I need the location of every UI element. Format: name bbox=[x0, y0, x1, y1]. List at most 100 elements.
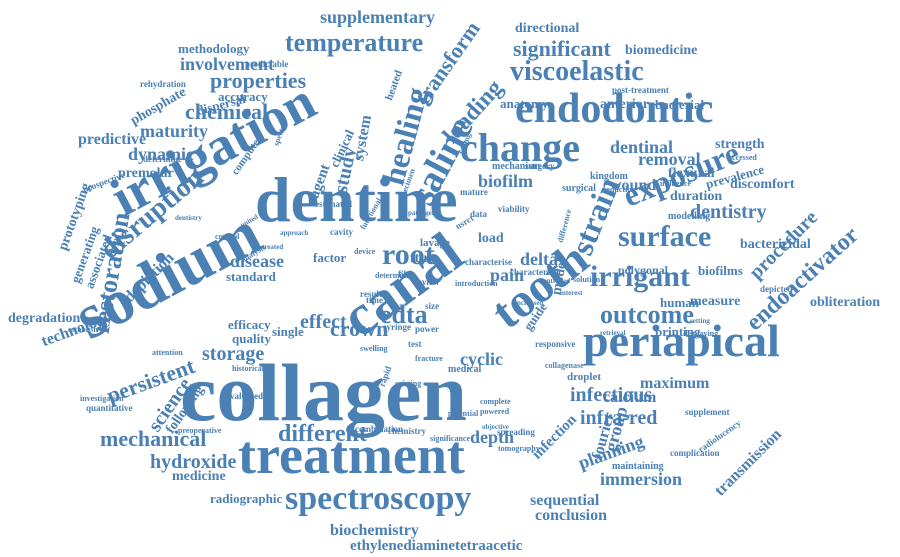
cloud-word: maturity bbox=[140, 121, 208, 141]
cloud-word: depth bbox=[470, 427, 515, 447]
cloud-word: estimated bbox=[315, 199, 352, 209]
cloud-word: maximum bbox=[640, 375, 710, 392]
cloud-word: endodontic bbox=[515, 86, 714, 132]
cloud-word: properties bbox=[210, 68, 307, 93]
cloud-word: anatomy bbox=[500, 96, 549, 111]
cloud-word: introduction bbox=[455, 279, 498, 288]
cloud-word: dynamic bbox=[128, 144, 195, 164]
cloud-word: maintaining bbox=[612, 461, 664, 472]
cloud-word: immersion bbox=[600, 469, 682, 489]
cloud-word: increased bbox=[515, 299, 544, 307]
cloud-word: duration bbox=[670, 189, 723, 204]
cloud-word: predictive bbox=[78, 131, 147, 148]
cloud-word: review bbox=[414, 277, 440, 287]
cloud-word: lavage bbox=[420, 237, 450, 249]
cloud-word: establish bbox=[68, 325, 98, 334]
cloud-word: medical bbox=[448, 364, 482, 375]
cloud-word: spreading bbox=[497, 427, 535, 437]
cloud-word: modelling bbox=[668, 211, 711, 222]
cloud-word: accessed bbox=[728, 153, 757, 162]
cloud-word: chemistry bbox=[388, 426, 426, 436]
cloud-word: size bbox=[425, 301, 439, 311]
cloud-word: existing bbox=[395, 379, 422, 388]
cloud-word: irrigant bbox=[590, 260, 690, 293]
cloud-word: chemical bbox=[185, 99, 269, 124]
cloud-word: directional bbox=[515, 21, 580, 36]
cloud-word: sequential bbox=[530, 492, 600, 509]
cloud-word: determined bbox=[375, 271, 415, 280]
cloud-word: preoperative bbox=[178, 426, 222, 435]
cloud-word: controlled bbox=[540, 277, 571, 285]
cloud-word: post-treatment bbox=[612, 85, 669, 95]
cloud-word: disease bbox=[230, 251, 284, 271]
cloud-word: approach bbox=[280, 229, 309, 237]
cloud-word: droplet bbox=[567, 371, 602, 383]
cloud-word: evaluated bbox=[226, 391, 263, 401]
cloud-word: polygonal bbox=[618, 263, 669, 277]
cloud-word: complete bbox=[480, 397, 511, 406]
cloud-word: medicine bbox=[172, 469, 226, 484]
cloud-word: treated bbox=[262, 243, 284, 251]
cloud-word: surgical bbox=[562, 183, 596, 194]
cloud-word: edta bbox=[380, 300, 428, 329]
cloud-word: test bbox=[408, 339, 422, 349]
cloud-word: powered bbox=[480, 407, 510, 416]
cloud-word: temperature bbox=[285, 28, 424, 57]
cloud-word: device bbox=[354, 247, 376, 256]
cloud-word: combination bbox=[355, 424, 404, 434]
cloud-word: attention bbox=[152, 348, 183, 357]
cloud-word: objective bbox=[482, 423, 509, 431]
cloud-word: efficacy bbox=[228, 317, 271, 332]
cloud-word: bactericidal bbox=[740, 237, 811, 252]
cloud-word: measure bbox=[690, 294, 741, 309]
cloud-word: anterior bbox=[600, 97, 649, 112]
cloud-word: significance bbox=[430, 434, 470, 443]
cloud-word: ethylenediaminetetraacetic bbox=[350, 538, 523, 554]
cloud-word: effect bbox=[300, 311, 347, 333]
cloud-word: cavity bbox=[330, 227, 353, 237]
cloud-word: flexural bbox=[668, 166, 715, 181]
cloud-word: swelling bbox=[360, 344, 388, 353]
cloud-word: depicted bbox=[760, 284, 793, 294]
cloud-word: tomography bbox=[498, 444, 540, 453]
cloud-word: biochemistry bbox=[330, 522, 419, 539]
cloud-word: surface bbox=[618, 220, 712, 253]
cloud-word: factor bbox=[313, 250, 347, 265]
cloud-word: quantitative bbox=[86, 403, 133, 413]
cloud-word: responsive bbox=[535, 339, 576, 349]
cloud-word: storage bbox=[202, 343, 265, 365]
cloud-word: degradation bbox=[8, 311, 81, 326]
cloud-word: accuracy bbox=[218, 89, 268, 104]
cloud-word: solution bbox=[573, 275, 601, 284]
cloud-word: quality bbox=[232, 331, 272, 346]
cloud-word: removal bbox=[638, 149, 701, 169]
cloud-word: displaying bbox=[683, 329, 719, 338]
cloud-word: discomfort bbox=[730, 177, 795, 192]
cloud-word: ftir bbox=[410, 251, 430, 266]
cloud-word: power bbox=[415, 324, 439, 334]
cloud-word: reduction bbox=[603, 185, 636, 194]
cloud-word: conclusion bbox=[535, 507, 608, 524]
cloud-word: change bbox=[460, 125, 580, 170]
cloud-word: setting bbox=[690, 317, 710, 325]
cloud-word: cyclic bbox=[460, 349, 503, 369]
cloud-word: predictable bbox=[245, 59, 289, 69]
cloud-word: human bbox=[660, 295, 700, 310]
cloud-word: supplementary bbox=[320, 7, 436, 27]
cloud-word: infection bbox=[529, 411, 580, 463]
cloud-word: characteristic bbox=[510, 267, 563, 277]
cloud-word: infra-red bbox=[580, 407, 658, 429]
cloud-word: syringe bbox=[383, 322, 411, 332]
cloud-word: control bbox=[215, 232, 240, 241]
cloud-word: delta bbox=[520, 249, 558, 269]
cloud-word: determine bbox=[143, 154, 182, 164]
cloud-word: surgery bbox=[525, 161, 555, 171]
cloud-word: retrieval bbox=[600, 329, 626, 337]
cloud-word: hydroxide bbox=[150, 451, 237, 473]
cloud-word: viability bbox=[498, 204, 530, 214]
cloud-word: film bbox=[398, 269, 414, 279]
cloud-word: fracture bbox=[415, 354, 443, 363]
cloud-word: complication bbox=[670, 448, 720, 458]
cloud-word: infectious bbox=[570, 384, 653, 406]
cloud-word: calcium bbox=[603, 389, 657, 406]
